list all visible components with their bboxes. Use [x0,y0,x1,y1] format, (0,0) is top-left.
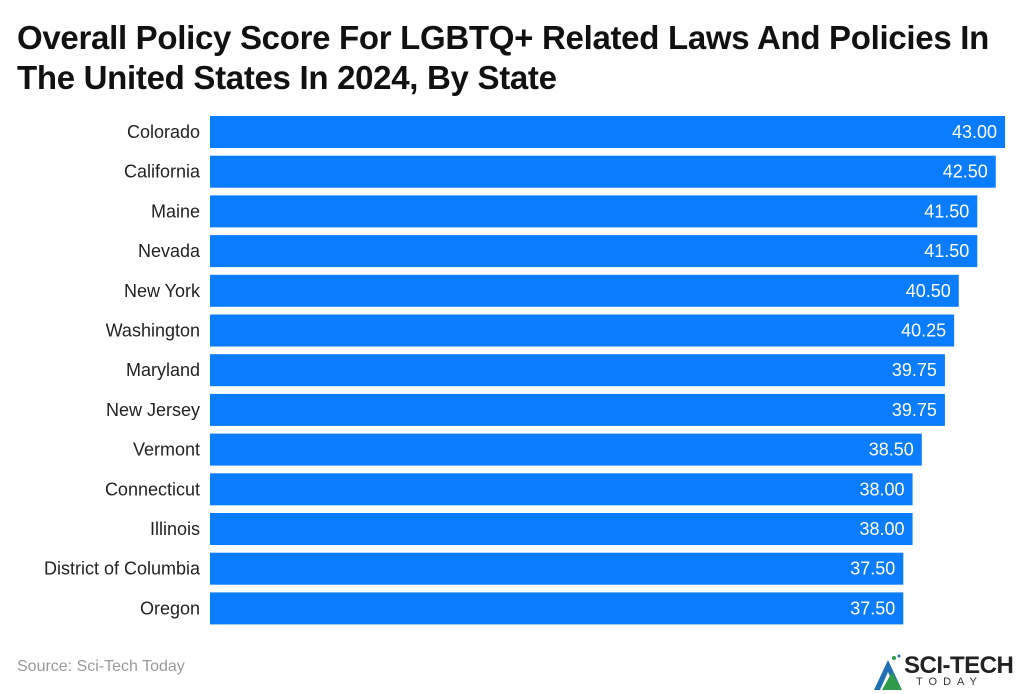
value-label: 37.50 [850,598,895,618]
category-label: Connecticut [105,479,200,499]
bar [210,116,1005,148]
category-label: District of Columbia [44,559,201,579]
bar [210,314,955,347]
value-label: 41.50 [924,241,969,261]
category-label: Maine [151,201,200,221]
chart-title: Overall Policy Score For LGBTQ+ Related … [17,19,989,96]
bar [210,155,996,188]
value-label: 41.50 [924,201,969,221]
category-label: Maryland [126,360,200,380]
value-label: 38.50 [869,440,914,460]
bar [210,552,904,585]
category-label: Washington [106,321,200,341]
value-label: 38.00 [860,479,905,499]
logo-mark-icon [874,654,902,690]
category-label: Oregon [140,598,200,618]
bar [210,235,978,268]
category-label: Vermont [133,440,200,460]
value-label: 43.00 [952,122,997,142]
source-note: Source: Sci-Tech Today [17,658,185,675]
category-label: Colorado [127,122,200,142]
bar [210,473,913,506]
category-label: Illinois [150,519,200,539]
logo-sub-text: TODAY [916,676,983,688]
value-label: 37.50 [850,559,895,579]
bar [210,592,904,625]
value-label: 40.25 [901,321,946,341]
bar [210,274,959,307]
logo-main-text: SCI-TECH [904,652,1014,679]
category-label: New Jersey [106,400,200,420]
category-label: New York [124,281,201,301]
bar [210,393,945,426]
bar [210,195,978,228]
sci-tech-today-logo: SCI-TECH TODAY [872,652,1022,692]
category-label: Nevada [138,241,201,261]
value-label: 39.75 [892,360,937,380]
bar [210,433,922,466]
bar [210,513,913,545]
value-label: 39.75 [892,400,937,420]
value-label: 42.50 [943,162,988,182]
value-label: 40.50 [906,281,951,301]
value-label: 38.00 [860,519,905,539]
category-label: California [124,162,201,182]
bar [210,354,945,387]
